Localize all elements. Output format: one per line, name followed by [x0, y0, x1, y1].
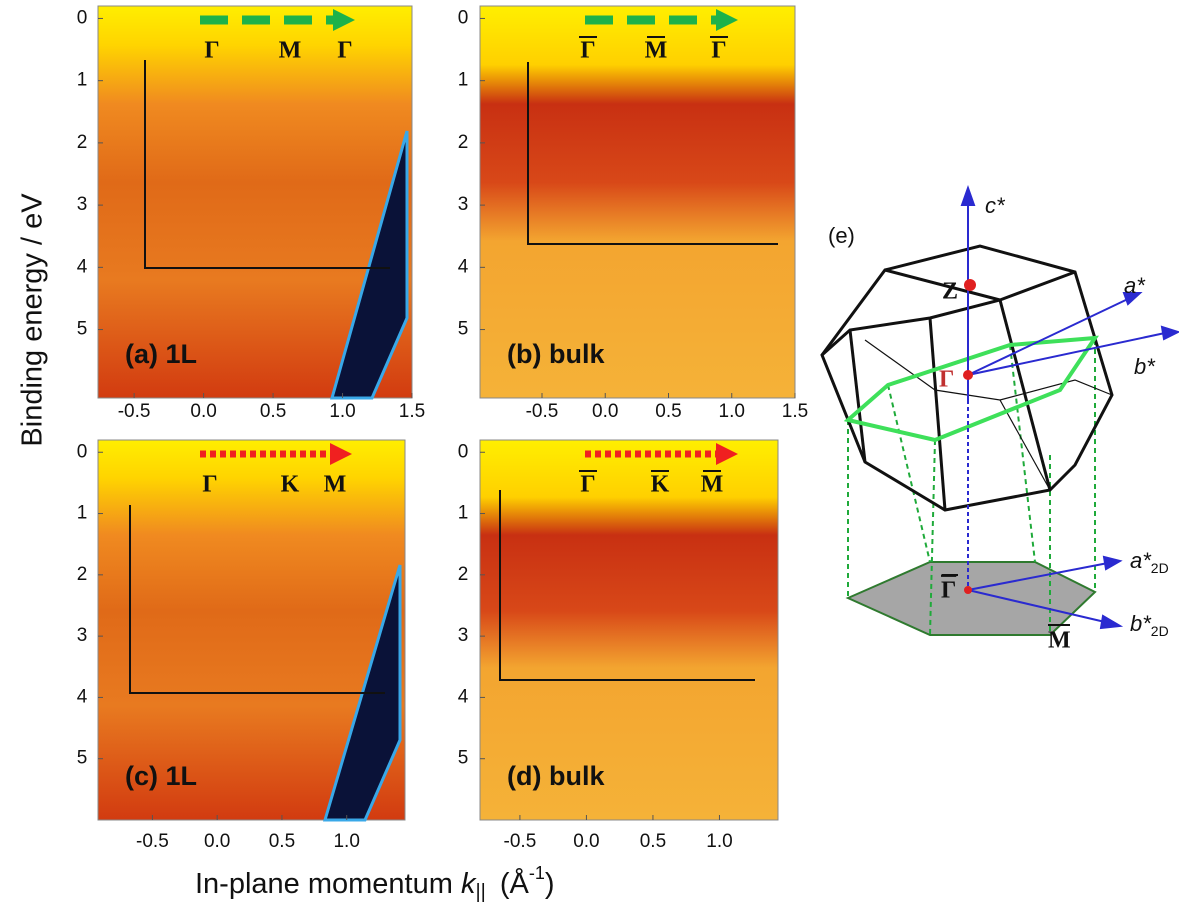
y-tick-label: 4	[77, 256, 88, 277]
x-tick-label: 0.5	[640, 831, 666, 852]
inset-axes	[129, 505, 385, 694]
inset-axes	[527, 62, 778, 245]
x-tick-label: 1.0	[706, 831, 732, 852]
y-tick-label: 2	[458, 564, 469, 585]
y-tick-label: 1	[77, 503, 88, 524]
y-tick-label: 3	[458, 194, 469, 215]
x-tick-label: -0.5	[504, 831, 537, 852]
inset-axes	[144, 60, 390, 269]
y-tick-label: 0	[458, 7, 469, 28]
bz-diagram: (e) c* a* b* Z Γ Γ M a*2D b*2D	[820, 184, 1179, 654]
y-tick-label: 4	[458, 686, 469, 707]
x-tick-label: 1.5	[399, 401, 425, 422]
spectrum-band	[330, 130, 409, 400]
x-tick-label: 1.5	[782, 401, 808, 422]
b-2d-sub: 2D	[1151, 623, 1169, 639]
path-arrow-head	[330, 443, 352, 465]
path-label: Γ	[711, 38, 726, 64]
path-arrow-head	[716, 443, 738, 465]
y-tick-label: 1	[458, 503, 469, 524]
x-tick-label: 1.0	[329, 401, 355, 422]
x-label-text: In-plane momentum	[195, 868, 461, 900]
x-axis-label: In-plane momentum k|| (Å-1)	[195, 863, 555, 904]
diagram-label: (e)	[828, 223, 855, 248]
x-tick-label: 1.0	[719, 401, 745, 422]
c-star: c*	[985, 193, 1006, 218]
path-arrow-head	[716, 9, 738, 31]
y-tick-label: 4	[77, 686, 88, 707]
gamma-point: Γ	[939, 367, 954, 393]
panel-label: (c) 1L	[125, 761, 197, 791]
x-label-close: )	[545, 868, 555, 900]
y-tick-label: 2	[77, 564, 88, 585]
panels: 0 1 2 3 4 5 -0.5 0.0 0.5 1.0 1.5 Γ M Γ (a) 1L 0 1 2 3 4 5 -0.…	[77, 5, 808, 852]
path-label: Γ	[204, 38, 219, 64]
path-label: Γ	[580, 472, 595, 498]
path-label: M	[324, 472, 347, 498]
a-star: a*	[1124, 273, 1146, 298]
y-tick-label: 0	[458, 441, 469, 462]
a-2d: a*2D	[1130, 548, 1169, 576]
panel-label: (b) bulk	[507, 339, 605, 369]
path-label: K	[651, 472, 670, 498]
path-label: Γ	[202, 472, 217, 498]
path-label: Γ	[580, 38, 595, 64]
y-tick-label: 5	[77, 748, 88, 769]
y-tick-label: 2	[458, 132, 469, 153]
y-tick-label: 1	[458, 70, 469, 91]
path-label: Γ	[337, 38, 352, 64]
x-tick-label: 0.5	[655, 401, 681, 422]
y-tick-label: 0	[77, 7, 88, 28]
a-2d-main: a*	[1130, 548, 1152, 573]
y-axis-label: Binding energy / eV	[17, 193, 49, 447]
y-tick-label: 3	[77, 194, 88, 215]
spectrum-image	[479, 439, 779, 821]
panel-label: (d) bulk	[507, 761, 605, 791]
b-star: b*	[1134, 354, 1156, 379]
spectrum-image	[479, 5, 796, 399]
y-tick-label: 5	[77, 319, 88, 340]
x-tick-label: 0.0	[592, 401, 618, 422]
path-label: M	[279, 38, 302, 64]
b-2d: b*2D	[1130, 611, 1169, 639]
x-tick-label: 1.0	[333, 831, 359, 852]
y-tick-label: 2	[77, 132, 88, 153]
m-bar-point: M	[1048, 628, 1071, 654]
x-label-sup: -1	[529, 863, 545, 883]
x-tick-label: -0.5	[118, 401, 151, 422]
x-tick-label: 0.5	[260, 401, 286, 422]
path-label: M	[701, 472, 724, 498]
y-tick-label: 4	[458, 256, 469, 277]
x-tick-label: -0.5	[136, 831, 169, 852]
y-tick-label: 1	[77, 70, 88, 91]
path-label: K	[281, 472, 300, 498]
x-label-k: k	[461, 868, 477, 900]
y-tick-label: 5	[458, 319, 469, 340]
x-tick-label: 0.0	[190, 401, 216, 422]
inset-axes	[499, 490, 755, 681]
gamma-bar-point: Γ	[941, 578, 956, 604]
y-tick-label: 0	[77, 441, 88, 462]
y-tick-label: 3	[77, 625, 88, 646]
path-label: M	[645, 38, 668, 64]
x-label-sub: ||	[475, 881, 485, 903]
b-2d-main: b*	[1130, 611, 1152, 636]
x-tick-label: 0.0	[573, 831, 599, 852]
x-tick-label: -0.5	[526, 401, 559, 422]
z-point: Z	[942, 279, 958, 305]
y-tick-label: 3	[458, 625, 469, 646]
x-tick-label: 0.0	[204, 831, 230, 852]
x-tick-label: 0.5	[269, 831, 295, 852]
a-2d-sub: 2D	[1151, 560, 1169, 576]
x-label-unit: (Å	[500, 867, 530, 900]
y-tick-label: 5	[458, 748, 469, 769]
path-arrow-head	[333, 9, 355, 31]
panel-label: (a) 1L	[125, 339, 197, 369]
